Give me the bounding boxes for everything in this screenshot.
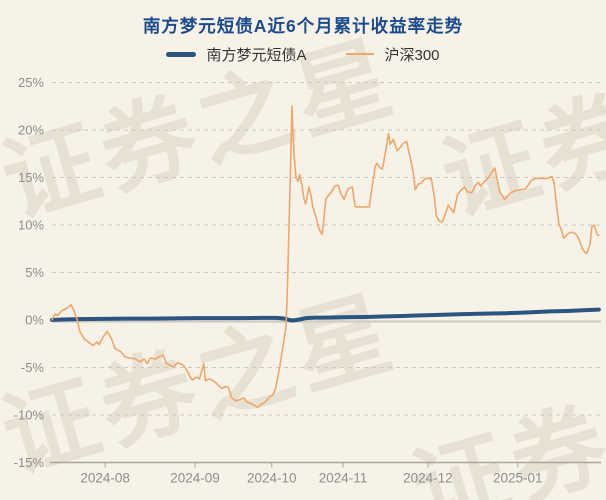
chart-legend: 南方梦元短债A 沪深300 (0, 44, 606, 65)
page-title: 南方梦元短债A近6个月累计收益率走势 (142, 16, 464, 36)
y-axis-tick-label: -5% (21, 360, 45, 375)
x-axis-tick-label: 2024-10 (247, 471, 297, 486)
fund-line-swatch-icon (166, 51, 197, 57)
legend-label-index: 沪深300 (384, 46, 440, 64)
index-line-swatch-icon (346, 53, 375, 55)
x-axis-tick-label: 2024-08 (80, 471, 130, 486)
y-axis-tick-label: 20% (18, 123, 44, 138)
y-axis-tick-label: 25% (18, 75, 44, 90)
y-axis-tick-label: -10% (14, 408, 45, 423)
x-axis-tick-label: 2024-09 (170, 471, 220, 486)
x-axis-tick-label: 2024-12 (403, 471, 453, 486)
x-axis-tick-label: 2025-01 (493, 471, 543, 486)
legend-item-index: 沪深300 (346, 44, 440, 65)
legend-item-fund: 南方梦元短债A (166, 44, 306, 65)
csi300-return-line (51, 105, 600, 409)
fund-return-line (50, 307, 601, 323)
y-axis-tick-label: 5% (25, 265, 44, 280)
y-axis-tick-label: 0% (25, 313, 44, 328)
y-axis-tick-label: 10% (18, 218, 44, 233)
legend-label-fund: 南方梦元短债A (206, 46, 307, 64)
y-axis-tick-label: 15% (18, 170, 44, 185)
x-axis-tick-label: 2024-11 (319, 471, 368, 486)
y-axis-tick-label: -15% (14, 455, 45, 470)
